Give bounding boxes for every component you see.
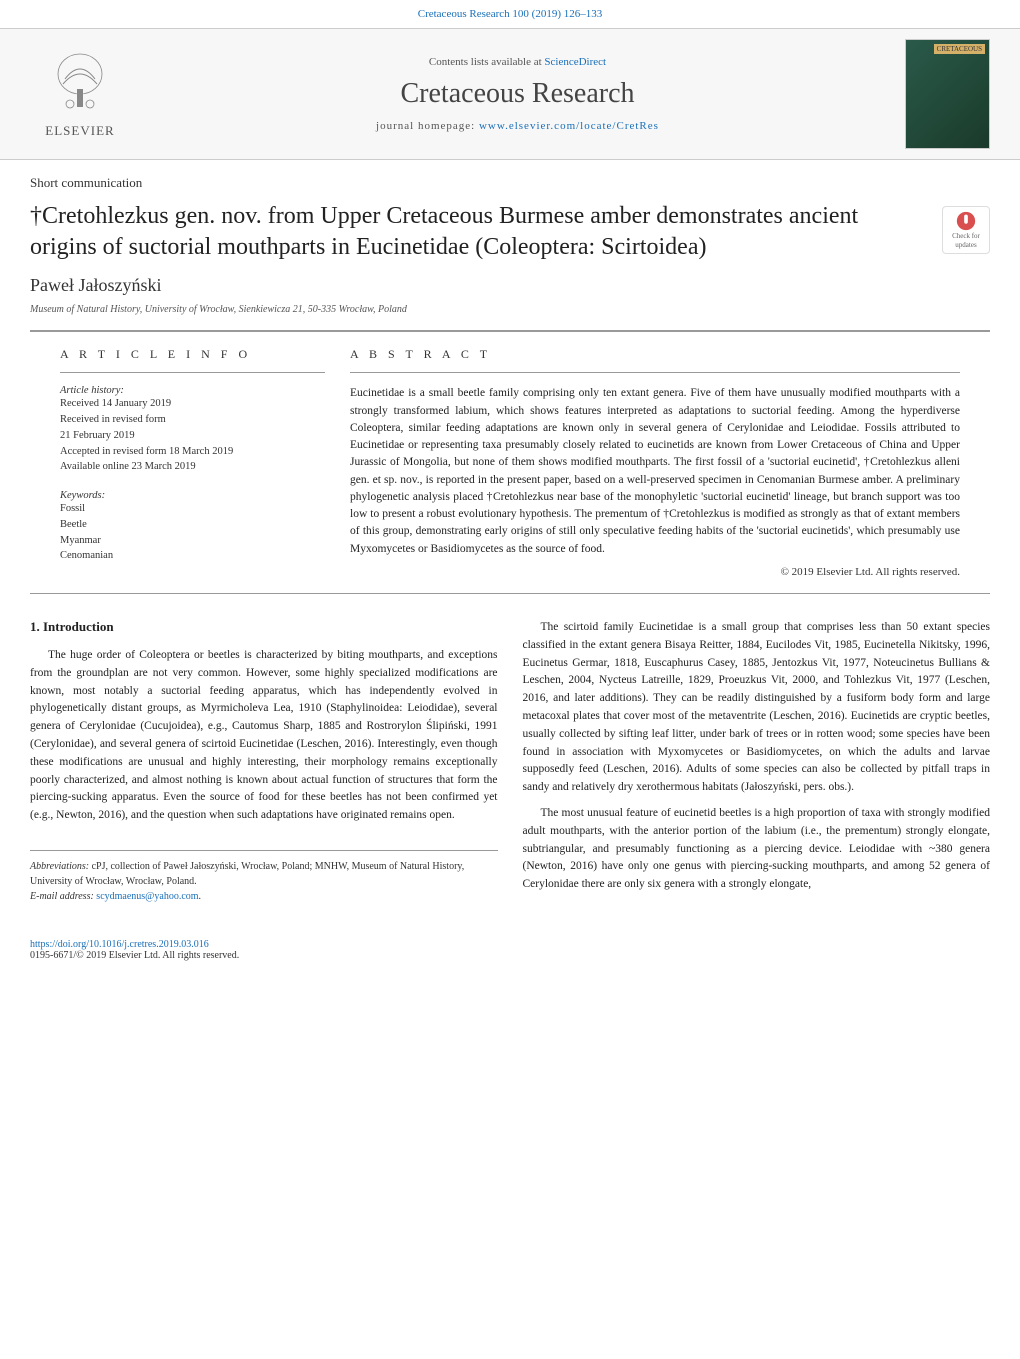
sciencedirect-line: Contents lists available at ScienceDirec… xyxy=(130,56,905,68)
abbreviations-line: Abbreviations: cPJ, collection of Paweł … xyxy=(30,859,498,889)
article-info-column: A R T I C L E I N F O Article history: R… xyxy=(60,332,325,593)
issn-copyright: 0195-6671/© 2019 Elsevier Ltd. All right… xyxy=(30,950,990,961)
accepted-date: Accepted in revised form 18 March 2019 xyxy=(60,444,325,460)
elsevier-logo: ELSEVIER xyxy=(30,49,130,139)
elsevier-tree-icon xyxy=(45,49,115,119)
homepage-prefix: journal homepage: xyxy=(376,120,479,132)
keyword-1: Fossil xyxy=(60,501,325,517)
doi-link[interactable]: https://doi.org/10.1016/j.cretres.2019.0… xyxy=(30,939,209,950)
abstract-text: Eucinetidae is a small beetle family com… xyxy=(350,385,960,558)
body-p2: The scirtoid family Eucinetidae is a sma… xyxy=(523,619,991,797)
abstract-column: A B S T R A C T Eucinetidae is a small b… xyxy=(350,332,960,593)
email-label: E-mail address: xyxy=(30,891,96,902)
keyword-4: Cenomanian xyxy=(60,548,325,564)
footer: https://doi.org/10.1016/j.cretres.2019.0… xyxy=(0,929,1020,981)
article-type: Short communication xyxy=(0,160,1020,196)
keywords-label: Keywords: xyxy=(60,490,325,501)
keywords-block: Keywords: Fossil Beetle Myanmar Cenomani… xyxy=(60,490,325,564)
history-label: Article history: xyxy=(60,385,325,396)
abbrev-text: cPJ, collection of Paweł Jałoszyński, Wr… xyxy=(30,861,464,887)
cover-label: CRETACEOUS xyxy=(934,44,985,54)
contents-prefix: Contents lists available at xyxy=(429,56,544,68)
check-updates-top: Check for xyxy=(952,232,980,241)
journal-header: ELSEVIER Contents lists available at Sci… xyxy=(0,28,1020,160)
homepage-link[interactable]: www.elsevier.com/locate/CretRes xyxy=(479,120,659,132)
journal-title: Cretaceous Research xyxy=(130,78,905,110)
homepage-line: journal homepage: www.elsevier.com/locat… xyxy=(130,120,905,132)
header-citation: Cretaceous Research 100 (2019) 126–133 xyxy=(0,0,1020,28)
check-updates-icon xyxy=(955,210,977,232)
revised-line1: Received in revised form xyxy=(60,412,325,428)
elsevier-text: ELSEVIER xyxy=(45,123,114,139)
keyword-3: Myanmar xyxy=(60,533,325,549)
revised-line2: 21 February 2019 xyxy=(60,428,325,444)
info-abstract-row: A R T I C L E I N F O Article history: R… xyxy=(30,331,990,594)
abstract-heading: A B S T R A C T xyxy=(350,347,960,373)
abbrev-label: Abbreviations: xyxy=(30,861,89,872)
email-link[interactable]: scydmaenus@yahoo.com xyxy=(96,891,198,902)
body-column-2: The scirtoid family Eucinetidae is a sma… xyxy=(523,619,991,904)
article-title: †Cretohlezkus gen. nov. from Upper Creta… xyxy=(0,196,1020,275)
email-suffix: . xyxy=(199,891,202,902)
available-date: Available online 23 March 2019 xyxy=(60,459,325,475)
keyword-2: Beetle xyxy=(60,517,325,533)
sciencedirect-link[interactable]: ScienceDirect xyxy=(544,56,606,68)
email-line: E-mail address: scydmaenus@yahoo.com. xyxy=(30,889,498,904)
body-column-1: 1. Introduction The huge order of Coleop… xyxy=(30,619,498,904)
body-columns: 1. Introduction The huge order of Coleop… xyxy=(0,594,1020,929)
affiliation: Museum of Natural History, University of… xyxy=(0,304,1020,330)
title-text: †Cretohlezkus gen. nov. from Upper Creta… xyxy=(30,203,858,260)
check-updates-bottom: updates xyxy=(955,241,976,250)
journal-cover: CRETACEOUS xyxy=(905,39,990,149)
intro-heading: 1. Introduction xyxy=(30,619,498,635)
info-heading: A R T I C L E I N F O xyxy=(60,347,325,373)
abstract-copyright: © 2019 Elsevier Ltd. All rights reserved… xyxy=(350,566,960,578)
received-date: Received 14 January 2019 xyxy=(60,396,325,412)
citation-link[interactable]: Cretaceous Research 100 (2019) 126–133 xyxy=(418,8,603,20)
footnote-block: Abbreviations: cPJ, collection of Paweł … xyxy=(30,850,498,904)
body-p3: The most unusual feature of eucinetid be… xyxy=(523,805,991,894)
body-p1: The huge order of Coleoptera or beetles … xyxy=(30,647,498,825)
journal-center: Contents lists available at ScienceDirec… xyxy=(130,56,905,132)
author-name: Paweł Jałoszyński xyxy=(0,275,1020,304)
check-updates-badge[interactable]: Check for updates xyxy=(942,206,990,254)
